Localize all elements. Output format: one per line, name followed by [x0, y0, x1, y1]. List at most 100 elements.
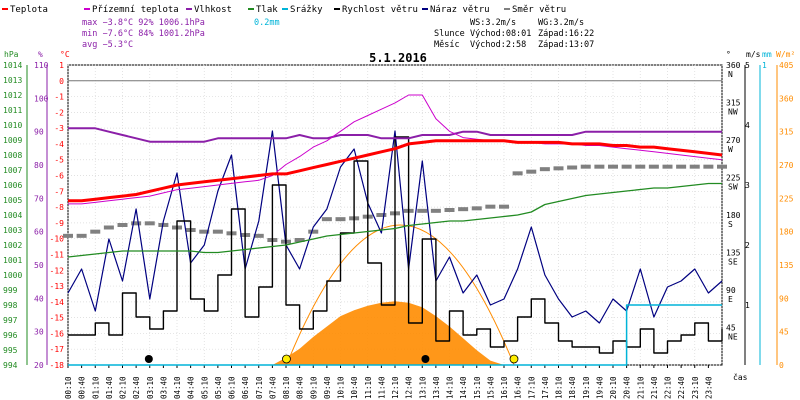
rain-tick-label: 1: [762, 61, 767, 70]
legend-label: Směr větru: [512, 5, 566, 15]
wind-direction-point: [294, 238, 305, 242]
temperature-tick-label: -5: [54, 156, 64, 165]
solar-tick-label: 45: [779, 328, 789, 337]
legend-label: Tlak: [256, 5, 278, 15]
stats-max: max −3.8°C 92% 1006.1hPa: [82, 18, 205, 28]
wind-gust-line: [67, 130, 723, 324]
temperature-tick-label: 1: [59, 61, 64, 70]
time-tick-label: 15:10: [473, 376, 482, 399]
sunset-marker: [509, 354, 519, 364]
stats-max-rain: 0.2mm: [254, 18, 280, 28]
direction-tick-label: 135: [726, 249, 741, 258]
direction-compass-label: E: [728, 295, 733, 304]
solar-tick-label: 315: [779, 128, 794, 137]
stats-min: min −7.6°C 84% 1001.2hPa: [82, 29, 205, 39]
direction-compass-label: NE: [728, 333, 738, 342]
temperature-line: [68, 139, 723, 203]
direction-tick-label: 270: [726, 136, 741, 145]
time-tick-label: 00:10: [64, 376, 73, 399]
wind-direction-point: [444, 208, 455, 212]
legend-item-rychlost-vetru: Rychlost větru: [334, 5, 418, 15]
info-moon-rise: Východ:2:58: [470, 40, 526, 50]
wind-direction-point: [308, 229, 319, 234]
humidity-line: [68, 127, 722, 143]
temperature-tick-label: -4: [54, 140, 64, 149]
wind-direction-point: [594, 164, 605, 169]
solar-tick-label: 180: [779, 228, 794, 237]
time-tick-label: 18:10: [555, 376, 564, 399]
legend-item-teplota: Teplota: [2, 5, 48, 15]
sunrise-marker: [282, 354, 291, 364]
legend: Teplota Přízemní teplota Vlhkost Tlak Sr…: [2, 5, 566, 15]
time-tick-label: 07:40: [268, 376, 277, 399]
temperature-tick-label: -12: [50, 266, 65, 275]
pressure-tick-label: 1011: [3, 106, 22, 115]
humidity-tick-label: 20: [34, 361, 44, 370]
solar-radiation-area: [68, 301, 722, 365]
temperature-tick-label: -7: [54, 187, 64, 196]
unit-pct: %: [38, 50, 43, 59]
humidity-tick-label: 30: [34, 328, 44, 337]
wind-direction-point: [676, 164, 687, 169]
wind-direction-point: [103, 225, 114, 230]
wind-direction-point: [199, 229, 210, 234]
wind-direction-point: [90, 229, 101, 234]
solar-tick-label: 0: [779, 361, 784, 370]
pressure-tick-label: 1004: [3, 211, 22, 220]
direction-compass-label: W: [728, 145, 733, 154]
stats-block: max −3.8°C 92% 1006.1hPa 0.2mm min −7.6°…: [82, 18, 280, 50]
pressure-tick-label: 1010: [3, 121, 22, 130]
info-ws: WS:3.2m/s: [470, 18, 516, 28]
temperature-tick-label: -1: [54, 93, 64, 102]
wind-direction-point: [76, 233, 87, 238]
time-tick-label: 23:10: [691, 376, 700, 399]
solar-tick-label: 135: [779, 261, 794, 270]
time-tick-label: 14:40: [459, 376, 468, 399]
time-tick-label: 05:10: [200, 376, 209, 399]
pressure-line: [67, 182, 722, 258]
pressure-tick-label: 1003: [3, 226, 22, 235]
wind-direction-point: [458, 207, 469, 212]
wind-direction-point: [430, 208, 441, 213]
legend-item-smer-vetru: Směr větru: [504, 5, 566, 15]
time-tick-label: 09:10: [309, 376, 318, 399]
time-tick-label: 10:10: [337, 376, 346, 399]
wind-speed-line: [68, 136, 723, 354]
pressure-tick-label: 1008: [3, 151, 22, 160]
wind-direction-point: [621, 164, 632, 169]
wind-direction-point: [485, 204, 496, 209]
temperature-tick-label: -18: [50, 361, 65, 370]
wind-direction-point: [539, 167, 550, 172]
temperature-tick-label: -13: [50, 282, 65, 291]
wind-direction-point: [512, 171, 523, 176]
temperature-tick-label: -6: [54, 172, 64, 181]
direction-compass-label: S: [728, 220, 733, 229]
pressure-tick-label: 1012: [3, 91, 22, 100]
pressure-tick-label: 995: [3, 346, 18, 355]
info-sun-set: Západ:16:22: [538, 29, 594, 39]
humidity-tick-label: 100: [34, 94, 49, 103]
time-tick-label: 20:40: [623, 376, 632, 399]
humidity-tick-label: 40: [34, 294, 44, 303]
pressure-tick-label: 997: [3, 316, 18, 325]
solar-tick-label: 90: [779, 294, 789, 303]
legend-item-srazky: Srážky: [282, 5, 323, 15]
unit-mm: mm: [762, 50, 772, 59]
time-tick-label: 20:10: [609, 376, 618, 399]
wind-direction-point: [417, 208, 428, 213]
time-tick-label: 22:10: [664, 376, 673, 399]
time-tick-label: 18:40: [568, 376, 577, 399]
stats-avg: avg −5.3°C: [82, 40, 133, 50]
temperature-tick-label: -2: [54, 108, 64, 117]
time-tick-label: 08:40: [296, 376, 305, 399]
info-sun-label: Slunce: [434, 29, 465, 39]
unit-ms: m/s: [746, 50, 761, 59]
time-tick-label: 06:10: [228, 376, 237, 399]
time-tick-label: 17:10: [527, 376, 536, 399]
time-tick-label: 11:40: [377, 376, 386, 399]
time-tick-label: 11:10: [364, 376, 373, 399]
direction-tick-label: 315: [726, 99, 741, 108]
plot-layer: 1014101310121011101010091008100710061005…: [3, 61, 794, 399]
wind-direction-point: [553, 166, 564, 171]
